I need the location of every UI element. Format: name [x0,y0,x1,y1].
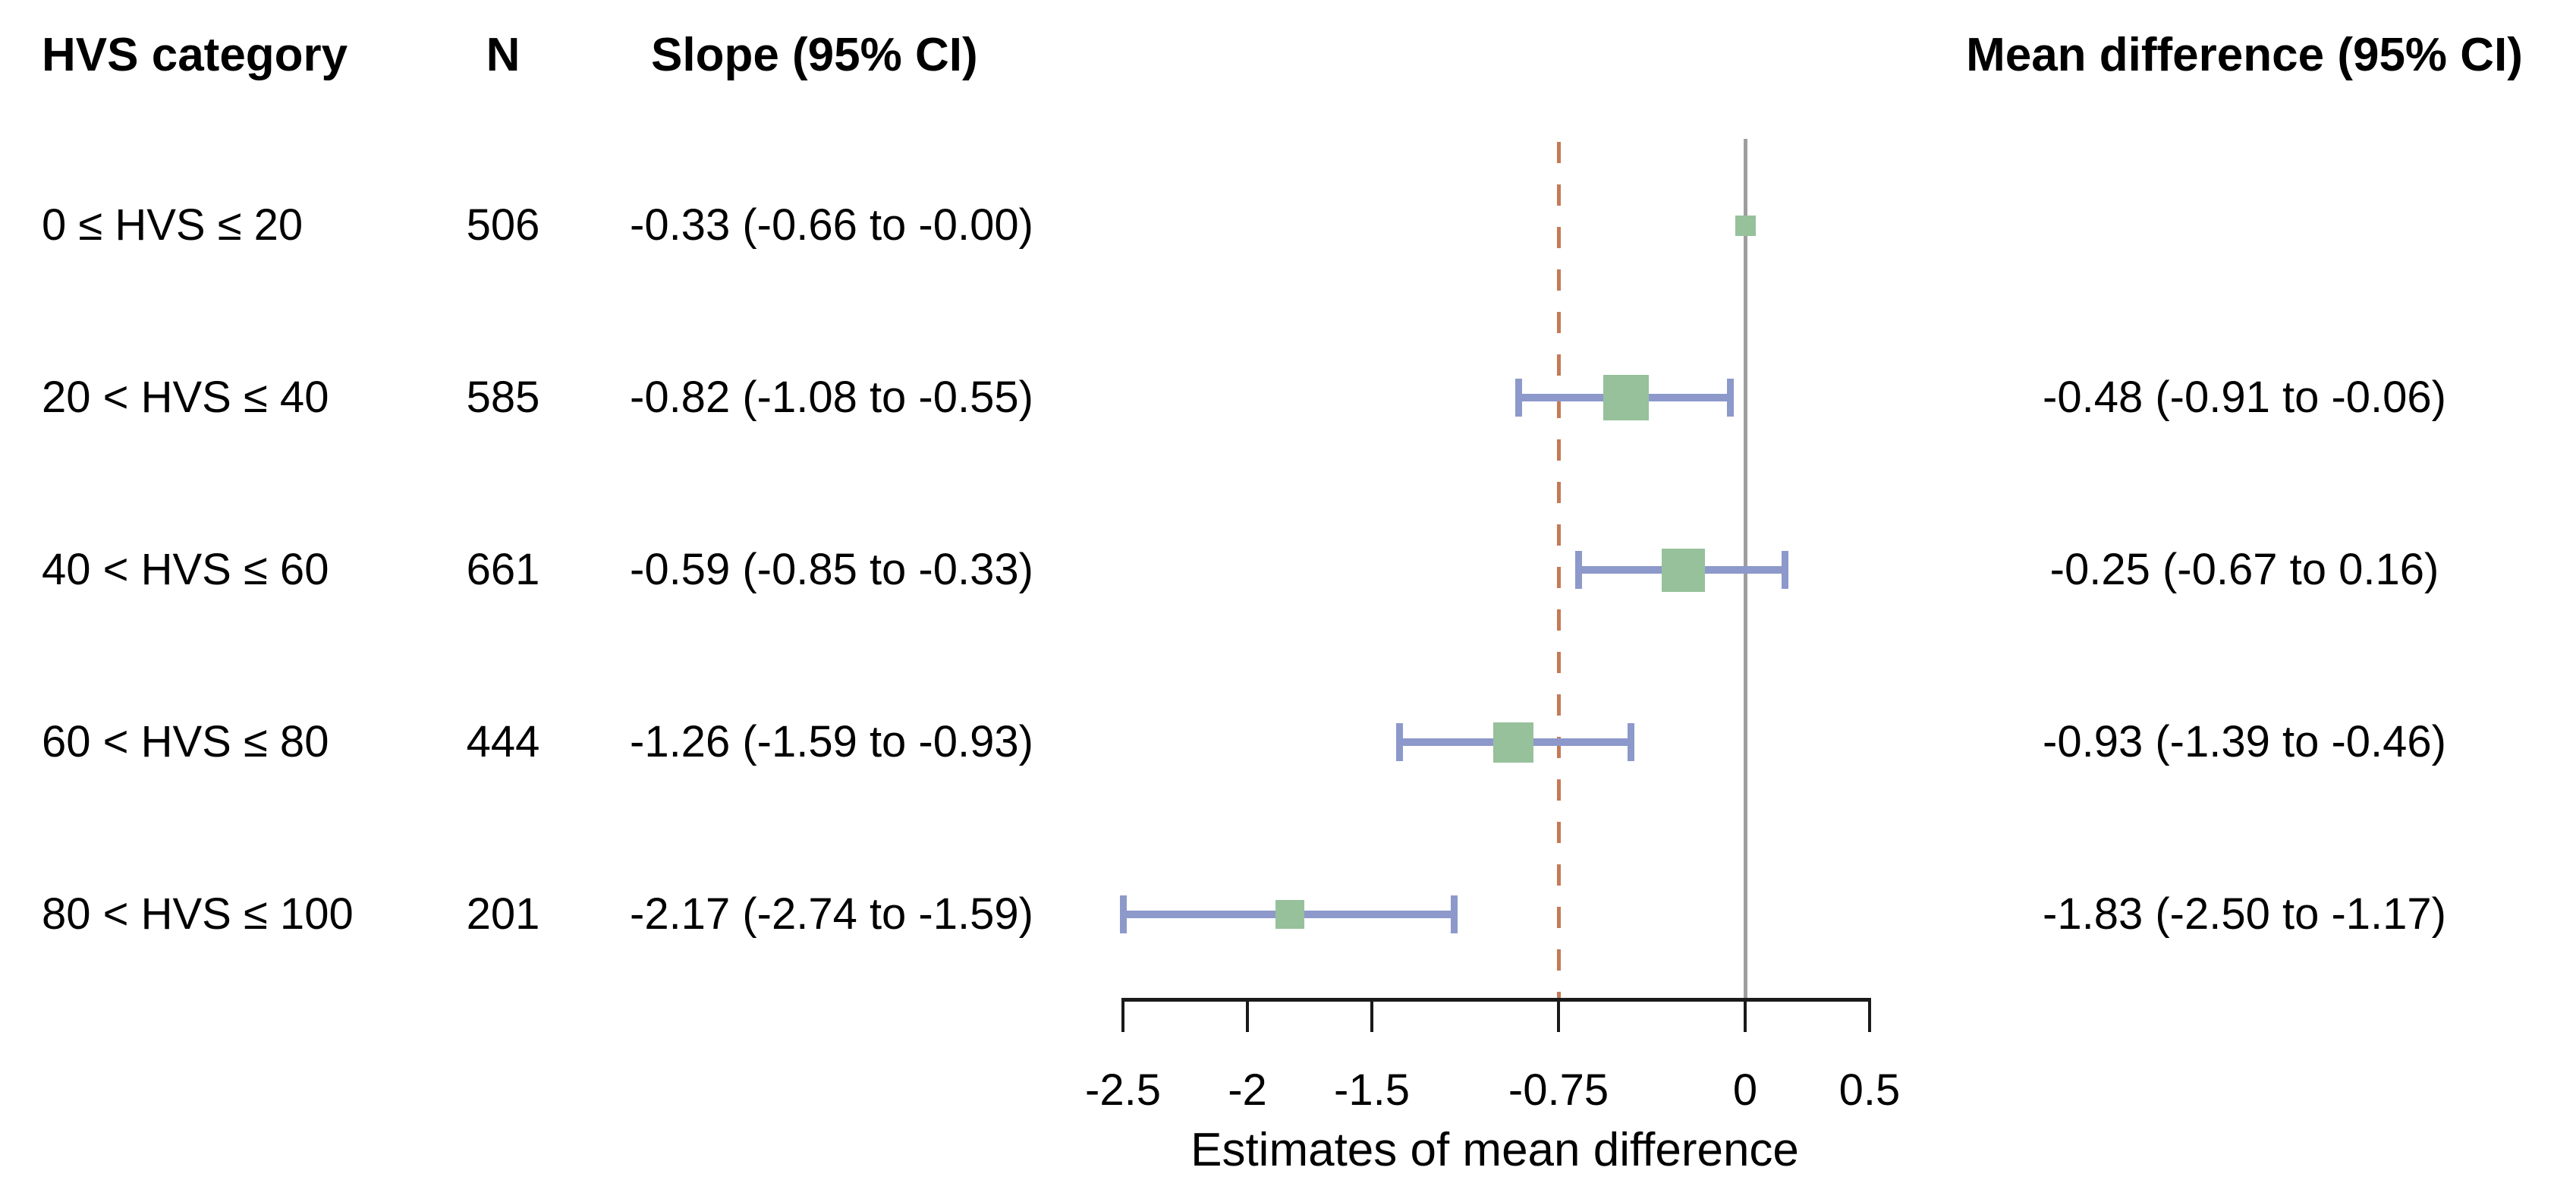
x-axis-tick-label: 0.5 [1838,1065,1901,1115]
forest-square-marker [1603,375,1649,420]
column-header-n: N [486,29,521,81]
x-axis-tick-label: -1.5 [1334,1065,1410,1115]
row-n-value: 585 [466,373,540,422]
ci-whisker-cap [1781,551,1788,589]
row-n-value: 661 [466,545,540,594]
ci-whisker-cap [1395,723,1403,761]
dashed-reference-line [1556,142,1561,998]
row-slope-ci-value: -1.26 (-1.59 to -0.93) [630,717,1033,766]
column-header-mean-difference: Mean difference (95% CI) [1966,29,2523,81]
x-axis-title: Estimates of mean difference [1190,1124,1799,1176]
x-axis-tick-label: -2.5 [1085,1065,1161,1115]
ci-whisker-cap [1574,551,1582,589]
row-mean-diff-ci-value: -0.25 (-0.67 to 0.16) [2049,545,2439,594]
x-axis-line [1121,998,1871,1002]
row-category-label: 0 ≤ HVS ≤ 20 [42,200,304,250]
forest-square-marker [1275,900,1304,929]
row-slope-ci-value: -2.17 (-2.74 to -1.59) [630,889,1033,939]
row-category-label: 60 < HVS ≤ 80 [42,717,329,766]
ci-whisker-cap [1119,895,1127,933]
x-axis-tick-label: -2 [1228,1065,1267,1115]
row-category-label: 80 < HVS ≤ 100 [42,889,354,939]
row-slope-ci-value: -0.82 (-1.08 to -0.55) [630,373,1033,422]
x-axis-tick [1370,998,1373,1032]
x-axis-tick [1246,998,1249,1032]
x-axis-tick [1121,998,1124,1032]
forest-square-marker [1735,215,1756,236]
row-n-value: 201 [466,889,540,939]
x-axis-tick [1557,998,1560,1032]
x-axis-tick [1868,998,1871,1032]
row-category-label: 40 < HVS ≤ 60 [42,545,329,594]
column-header-hvs-category: HVS category [42,29,348,81]
row-slope-ci-value: -0.59 (-0.85 to -0.33) [630,545,1033,594]
x-axis-tick [1744,998,1747,1032]
x-axis-tick-label: 0 [1732,1065,1758,1115]
column-header-slope: Slope (95% CI) [651,29,978,81]
row-category-label: 20 < HVS ≤ 40 [42,373,329,422]
row-mean-diff-ci-value: -1.83 (-2.50 to -1.17) [2043,889,2446,939]
row-slope-ci-value: -0.33 (-0.66 to -0.00) [630,200,1033,250]
row-n-value: 506 [466,200,540,250]
ci-whisker-cap [1450,895,1458,933]
ci-whisker-cap [1726,379,1734,417]
forest-square-marker [1661,548,1705,592]
ci-whisker-cap [1627,723,1634,761]
ci-whisker-cap [1515,379,1523,417]
row-mean-diff-ci-value: -0.93 (-1.39 to -0.46) [2043,717,2446,766]
forest-square-marker [1493,722,1534,763]
row-mean-diff-ci-value: -0.48 (-0.91 to -0.06) [2043,373,2446,422]
x-axis-tick-label: -0.75 [1508,1065,1609,1115]
row-n-value: 444 [466,717,540,766]
